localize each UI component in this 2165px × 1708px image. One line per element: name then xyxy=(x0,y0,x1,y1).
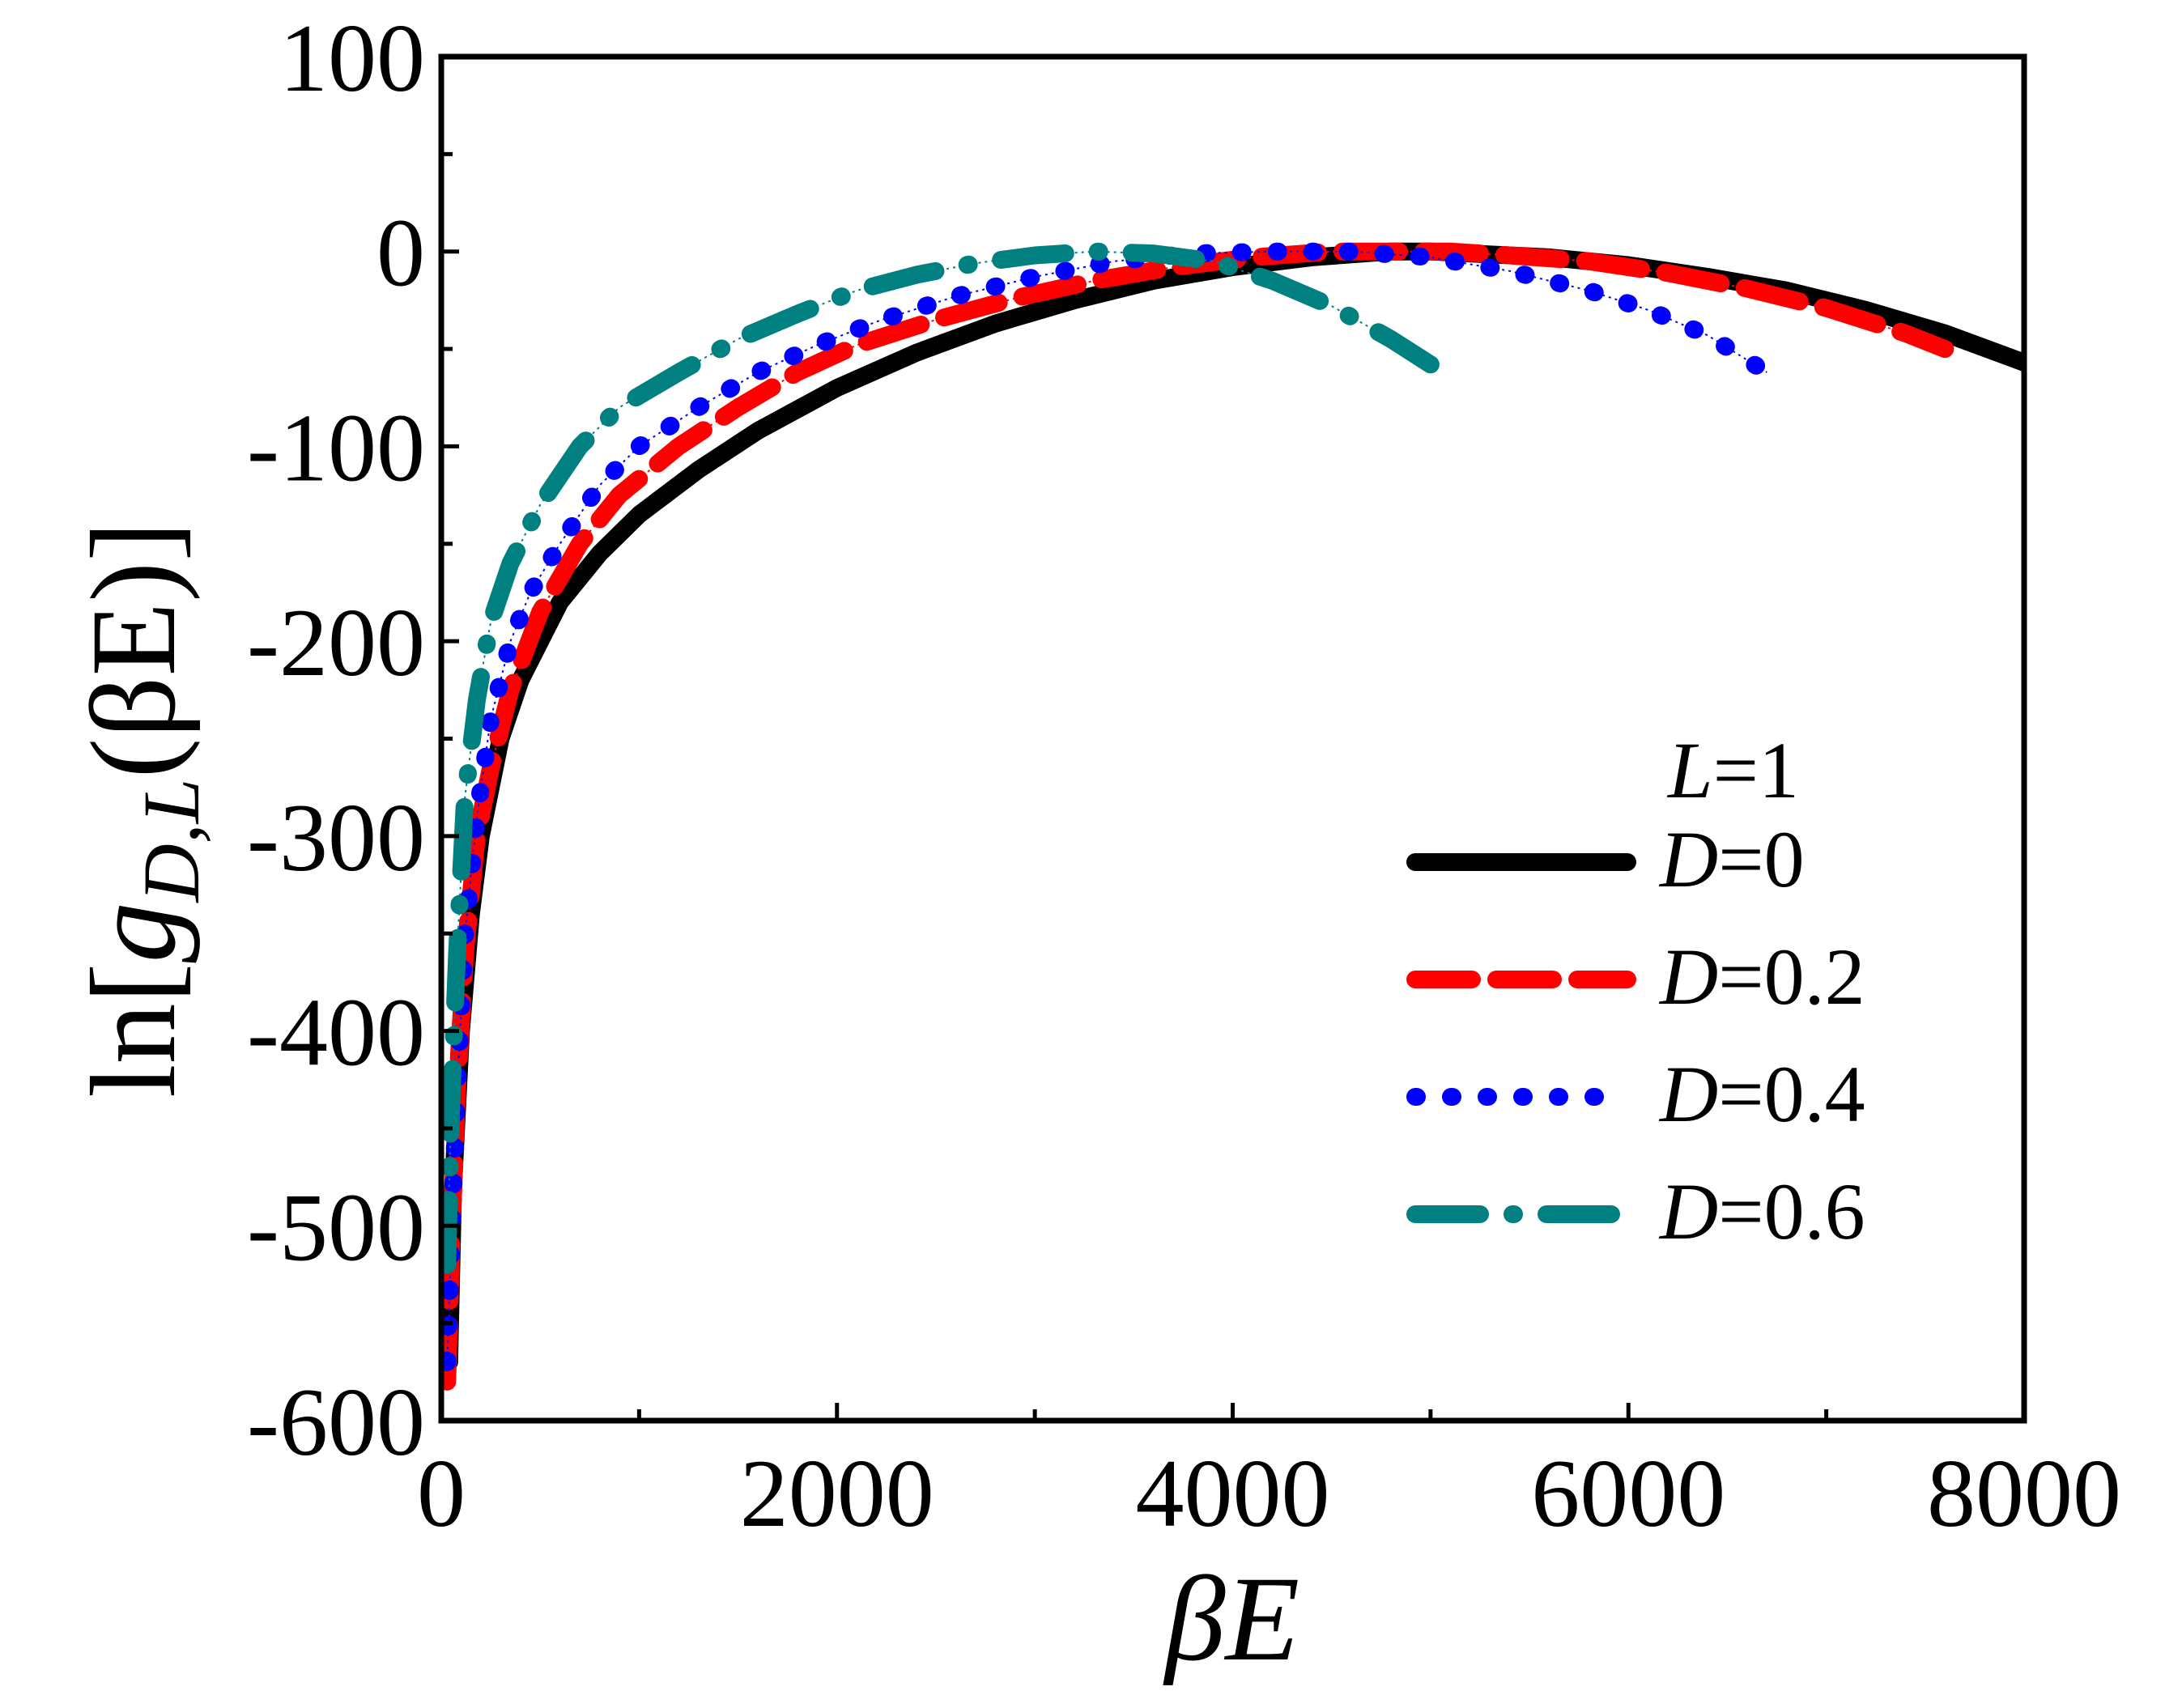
x-tick-label: 4000 xyxy=(1136,1439,1330,1547)
y-axis-title: ln[gD,L(βE)] xyxy=(66,521,216,1098)
y-tick-label: -300 xyxy=(247,784,425,891)
legend: L=1 D=0D=0.2D=0.4D=0.6 xyxy=(1406,725,1865,1256)
y-tick-label: -200 xyxy=(247,588,425,696)
legend-header-value: =1 xyxy=(1713,725,1799,815)
y-axis-title-subscript: D,L xyxy=(126,779,216,904)
x-tick-labels: 0 2000 4000 6000 8000 xyxy=(417,1439,2121,1547)
legend-label-value: =0 xyxy=(1718,814,1804,904)
series-layer xyxy=(441,242,2024,1391)
x-tick-label: 6000 xyxy=(1531,1439,1725,1547)
y-tick-label: -100 xyxy=(247,393,425,501)
series-line-3 xyxy=(441,242,1440,1274)
y-tick-label: -600 xyxy=(247,1368,425,1476)
x-axis-title: βE xyxy=(1163,1552,1299,1686)
legend-label-var: D xyxy=(1658,932,1718,1022)
legend-header-var: L xyxy=(1666,725,1713,815)
x-tick-label: 8000 xyxy=(1927,1439,2121,1547)
legend-label-3: D=0.6 xyxy=(1658,1166,1865,1256)
legend-label-2: D=0.4 xyxy=(1658,1049,1865,1139)
legend-header: L=1 xyxy=(1666,725,1799,815)
legend-label-value: =0.4 xyxy=(1718,1049,1865,1139)
legend-label-value: =0.2 xyxy=(1718,932,1865,1022)
legend-label-var: D xyxy=(1658,1049,1718,1139)
y-tick-label: -400 xyxy=(247,979,425,1086)
y-axis-title-prefix: ln[ xyxy=(66,963,201,1098)
legend-label-value: =0.6 xyxy=(1718,1166,1865,1256)
y-tick-label: 0 xyxy=(376,199,425,307)
legend-label-1: D=0.2 xyxy=(1658,932,1865,1022)
series-line-2 xyxy=(441,242,1776,1371)
x-tick-label: 0 xyxy=(417,1439,466,1547)
svg-text:ln[gD,L(βE)]: ln[gD,L(βE)] xyxy=(66,521,216,1098)
y-tick-labels: 100 0 -100 -200 -300 -400 -500 -600 xyxy=(247,4,425,1476)
y-tick-label: 100 xyxy=(279,4,425,112)
legend-entries: D=0D=0.2D=0.4D=0.6 xyxy=(1406,814,1865,1256)
y-axis-title-suffix: (βE)] xyxy=(66,521,201,779)
ticks-layer xyxy=(439,54,2027,1423)
legend-label-var: D xyxy=(1658,1166,1718,1256)
x-tick-label: 2000 xyxy=(740,1439,934,1547)
legend-label-var: D xyxy=(1658,814,1718,904)
y-tick-label: -500 xyxy=(247,1173,425,1281)
series-guide-3 xyxy=(446,250,1431,1265)
y-axis-title-main: g xyxy=(66,903,201,963)
series-guide-2 xyxy=(446,250,1767,1362)
legend-label-0: D=0 xyxy=(1658,814,1805,904)
